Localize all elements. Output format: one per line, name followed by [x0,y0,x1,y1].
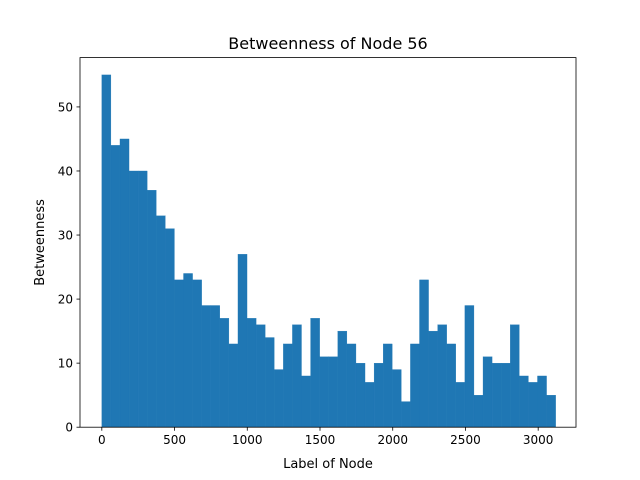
histogram-bar [301,375,311,428]
x-axis-ticks: 0 500 1000 1500 2000 2500 3000 [98,427,553,447]
histogram-bar [446,343,456,428]
histogram-bar [183,273,193,428]
histogram-bar [473,395,484,428]
histogram-bar [410,343,420,428]
y-tick-label: 20 [58,293,73,307]
histogram-bar [546,395,556,428]
y-tick-label: 30 [58,229,73,243]
histogram-bar [210,305,220,428]
histogram-bar [255,324,266,428]
y-tick-label: 10 [58,357,73,371]
histogram-bar [156,215,166,428]
histogram-bar [147,190,157,428]
histogram-bar [491,362,502,428]
histogram-bar [192,279,202,428]
histogram-bar [165,228,175,428]
histogram-bar [373,362,384,428]
histogram-bar [528,382,538,428]
histogram-bar [246,318,257,428]
histogram-bar [437,324,447,428]
y-axis-ticks: 0 10 20 30 40 50 [58,100,80,435]
histogram-bar [428,330,438,428]
histogram-bar [482,356,493,428]
histogram-bar [401,401,411,428]
histogram-bar [119,138,130,428]
x-tick-label: 2500 [450,433,481,447]
histogram-bar [110,145,121,428]
x-tick-label: 500 [163,433,186,447]
y-tick-label: 0 [65,421,73,435]
histogram-bar [219,318,230,428]
histogram-bar [537,375,547,428]
histogram-bar [128,170,139,428]
histogram-bar [201,305,211,428]
histogram-bar [464,305,475,428]
histogram-bar [510,324,520,428]
histogram-bar [283,343,293,428]
x-tick-label: 1000 [232,433,263,447]
histogram-bar [237,254,248,428]
bar-series [101,74,556,428]
histogram-bar [174,279,184,428]
histogram-bar [455,382,466,428]
x-tick-label: 1500 [305,433,336,447]
x-tick-label: 3000 [523,433,554,447]
histogram-bar [101,74,112,428]
histogram-bar [337,330,348,428]
histogram-bar [292,324,302,428]
y-tick-label: 50 [58,100,73,114]
histogram-bar [310,318,320,428]
plot-frame [79,57,577,428]
histogram-bar [501,362,511,428]
histogram-bar [137,170,148,428]
histogram-bar [319,356,329,428]
histogram-bar [328,356,338,428]
histogram-bar [355,362,366,428]
chart-title: Betweenness of Node 56 [228,34,427,53]
histogram-bar [274,369,284,428]
histogram-bar [392,369,402,428]
histogram-bar [419,279,429,428]
histogram-bar [265,337,275,428]
x-tick-label: 0 [98,433,106,447]
histogram-bar [364,382,375,428]
x-tick-label: 2000 [377,433,408,447]
x-axis-label: Label of Node [283,457,373,472]
histogram-bar [383,343,393,428]
y-axis-label: Betweenness [33,199,48,286]
histogram-bar [346,343,357,428]
histogram-bar [228,343,239,428]
histogram-bar [519,375,529,428]
y-tick-label: 40 [58,164,73,178]
